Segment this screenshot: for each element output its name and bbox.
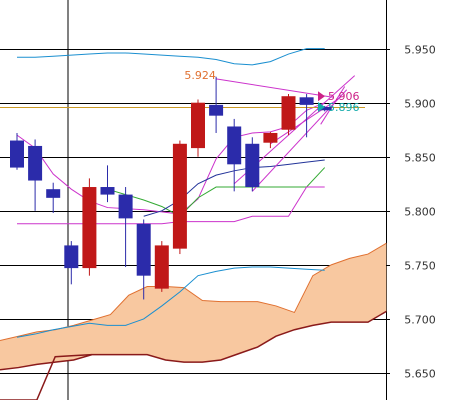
down-candle [118, 187, 133, 268]
leading-span-b [0, 310, 387, 371]
candle-body [227, 126, 242, 165]
candle-body [191, 102, 205, 149]
candle-body [46, 189, 61, 198]
trend-line [320, 86, 346, 125]
trend-line [270, 96, 341, 145]
candle-body [118, 194, 133, 219]
down-candle [245, 137, 260, 192]
up-candle [82, 178, 97, 276]
trend-line [251, 89, 348, 192]
down-candle [227, 118, 242, 192]
y-tick-label: 5.950 [404, 44, 436, 57]
y-tick-label: 5.650 [404, 368, 436, 381]
down-candle [209, 76, 224, 133]
candle-body [317, 107, 332, 111]
candle-body [154, 245, 169, 289]
candle-body [10, 140, 24, 168]
down-candle [64, 241, 79, 285]
last-price-marker [318, 91, 325, 102]
down-candle [46, 182, 61, 213]
candle-body [281, 96, 296, 130]
price-axis: 5.950 5.900 5.850 5.800 5.750 5.700 5.650 [386, 44, 436, 381]
down-candle [299, 94, 314, 138]
last-price-label: 5.906 [328, 90, 360, 103]
high-price-label: 5.924 [184, 69, 216, 82]
y-tick-label: 5.900 [404, 98, 436, 111]
bollinger-upper-line [17, 48, 325, 66]
candle-body [100, 187, 115, 195]
candle-body [64, 245, 79, 269]
up-candle [172, 140, 187, 255]
bid-price-label: 5.896 [328, 101, 360, 114]
up-candle [263, 131, 278, 149]
up-candle [154, 241, 169, 292]
bollinger-lower-line [16, 266, 325, 338]
green-average-line [107, 167, 326, 217]
lagging-span [0, 353, 93, 400]
trend-line [216, 78, 333, 98]
up-candle [191, 99, 205, 157]
candle-body [299, 97, 314, 105]
bid-price-marker [318, 102, 325, 113]
candle-body [82, 187, 97, 269]
down-candle [10, 132, 24, 170]
y-tick-label: 5.750 [404, 260, 436, 273]
candle-body [172, 143, 187, 249]
price-annotations: 5.924 5.906 5.896 [184, 69, 359, 114]
candle-body [245, 143, 260, 188]
candle-body [263, 132, 278, 143]
cloud-fill [0, 243, 387, 370]
down-candle [136, 219, 151, 300]
candle-body [209, 104, 224, 116]
y-tick-label: 5.800 [404, 206, 436, 219]
ichimoku-cloud [0, 242, 387, 400]
magenta-flat-line [17, 186, 325, 225]
y-tick-label: 5.850 [404, 152, 436, 165]
magenta-average-line [16, 102, 325, 215]
candles [10, 76, 332, 300]
up-candle [281, 94, 296, 136]
candle-body [136, 223, 151, 276]
y-tick-label: 5.700 [404, 314, 436, 327]
candle-body [28, 145, 43, 181]
indicator-lines [0, 48, 365, 338]
down-candle [28, 139, 43, 211]
down-candle [100, 165, 115, 203]
